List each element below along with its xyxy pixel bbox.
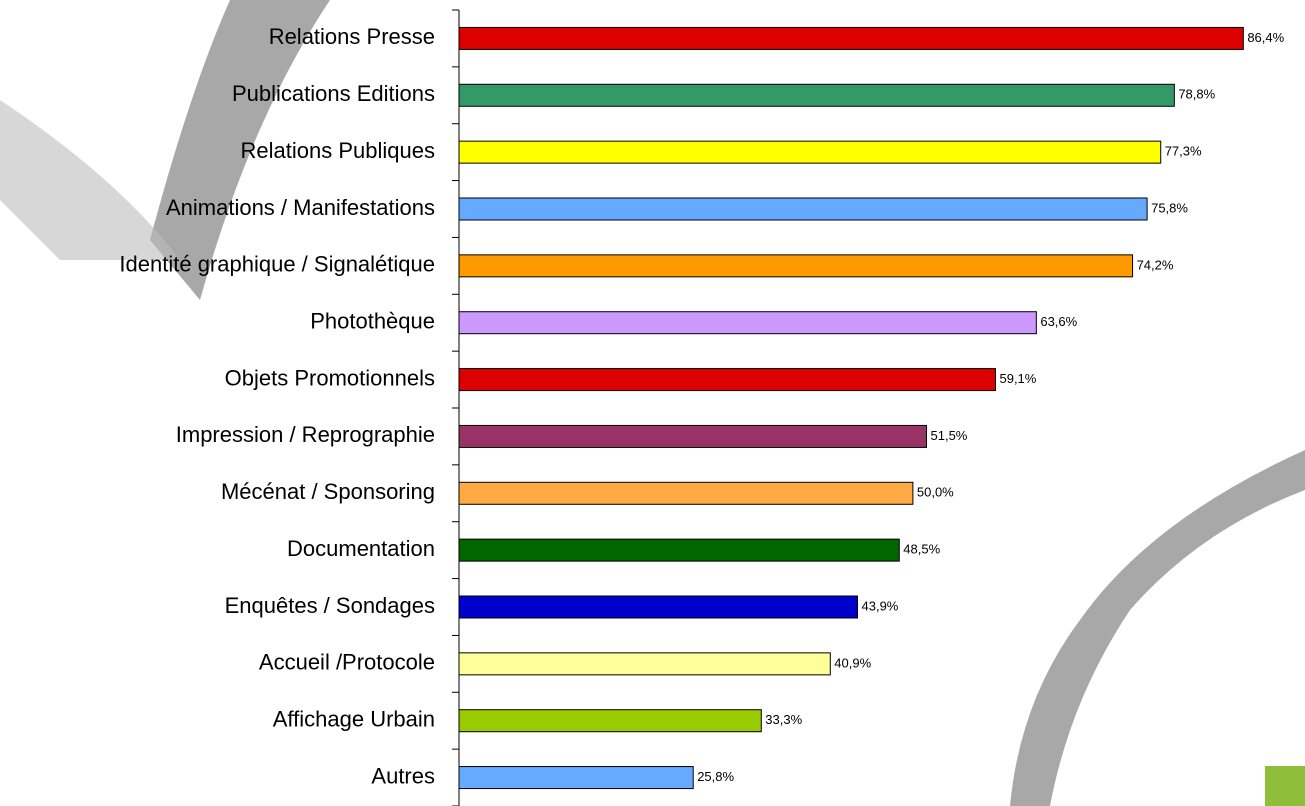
category-label: Mécénat / Sponsoring	[221, 479, 435, 504]
bar	[458, 538, 900, 562]
category-label: Identité graphique / Signalétique	[119, 252, 435, 277]
bar	[458, 424, 928, 448]
bar	[458, 481, 914, 505]
category-label: Enquêtes / Sondages	[225, 593, 435, 618]
value-label: 78,8%	[1178, 87, 1215, 102]
category-label: Accueil /Protocole	[259, 650, 435, 675]
value-label: 75,8%	[1151, 200, 1188, 215]
category-label: Relations Publiques	[241, 138, 435, 163]
bar	[458, 254, 1134, 278]
value-label: 63,6%	[1040, 314, 1077, 329]
decoration-swoosh	[0, 100, 180, 260]
value-label: 25,8%	[697, 769, 734, 784]
value-label: 86,4%	[1247, 30, 1284, 45]
category-label: Objets Promotionnels	[225, 365, 435, 390]
category-label: Publications Editions	[232, 81, 435, 106]
value-label: 50,0%	[917, 485, 954, 500]
value-label: 51,5%	[931, 428, 968, 443]
value-label: 33,3%	[765, 712, 802, 727]
decoration-swoosh	[150, 0, 330, 300]
bar	[458, 26, 1244, 50]
value-label: 43,9%	[862, 598, 899, 613]
bar	[458, 368, 996, 392]
value-label: 74,2%	[1137, 257, 1174, 272]
category-label: Relations Presse	[269, 24, 435, 49]
bar	[458, 595, 859, 619]
value-label: 48,5%	[903, 542, 940, 557]
bar	[458, 709, 762, 733]
category-label: Impression / Reprographie	[176, 422, 435, 447]
category-label: Documentation	[287, 536, 435, 561]
category-label: Animations / Manifestations	[166, 195, 435, 220]
bar	[458, 652, 831, 676]
value-label: 59,1%	[999, 371, 1036, 386]
category-label: Photothèque	[310, 309, 435, 334]
bar	[458, 140, 1162, 164]
category-label: Affichage Urbain	[273, 707, 435, 732]
bar	[458, 311, 1037, 335]
decoration-swoosh	[1010, 450, 1305, 806]
category-label: Autres	[371, 763, 435, 788]
bar	[458, 83, 1175, 107]
decoration-logo	[1265, 766, 1305, 806]
value-label: 40,9%	[834, 655, 871, 670]
bar	[458, 766, 694, 790]
bar	[458, 197, 1148, 221]
value-label: 77,3%	[1165, 144, 1202, 159]
